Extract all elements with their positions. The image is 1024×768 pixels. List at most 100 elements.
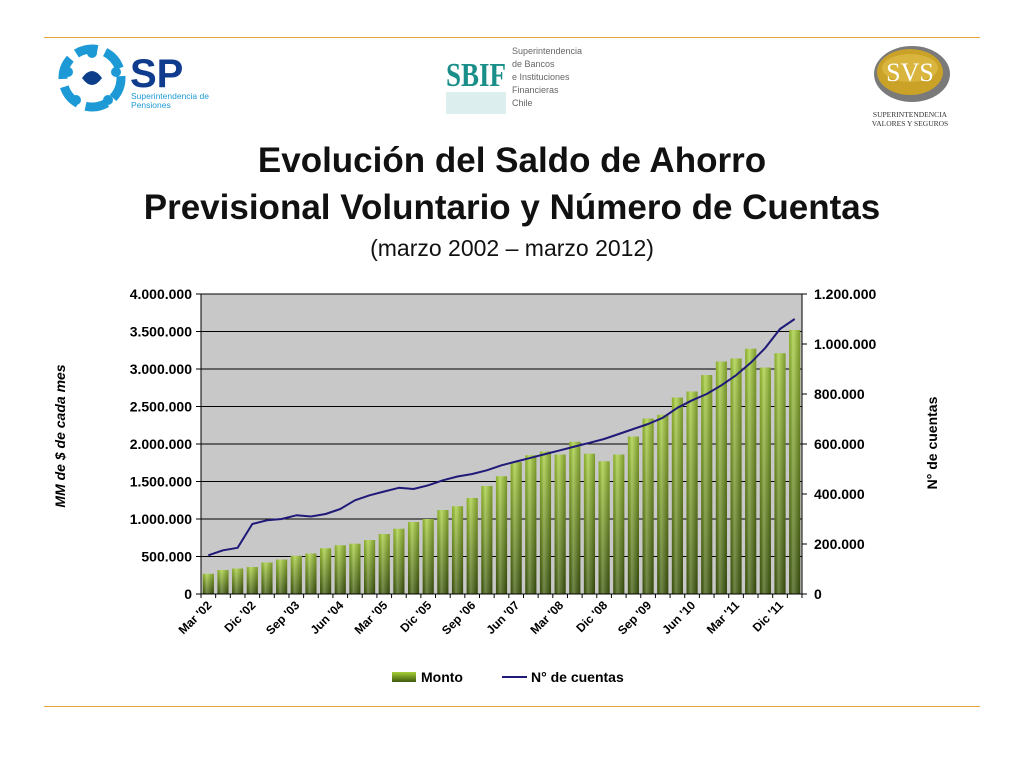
bar-monto-shade [276,559,288,594]
y2-tick-label: 1.000.000 [814,336,876,352]
legend-item-cuentas: N° de cuentas [502,669,624,685]
bar-monto-shade [232,568,244,594]
bar-monto-shade [349,543,361,594]
bar-monto-shade [657,414,669,594]
sbif-logo-line: Chile [512,98,533,108]
x-tick-label: Dic '05 [397,598,434,635]
bar-monto-shade [789,330,801,594]
legend-label-cuentas: N° de cuentas [531,669,624,685]
y-tick-label: 3.000.000 [130,361,192,377]
y-axis-label: MM de $ de cada mes [52,364,68,507]
bar-monto-shade [202,573,214,594]
bar-monto-shade [378,534,390,594]
y-tick-label: 500.000 [141,549,192,565]
bar-monto-shade [745,348,757,594]
sbif-logo-line: e Instituciones [512,72,570,82]
bar-monto-shade [730,358,742,594]
bar-monto-shade [510,462,522,594]
bar-monto-shade [759,367,771,594]
bar-monto-shade [393,528,405,594]
legend-item-monto: Monto [392,669,463,685]
sp-logo-mark: SP [130,52,183,96]
svs-logo-mark: SVS [886,58,934,87]
bar-monto-shade [598,461,610,594]
bar-monto-shade [613,454,625,594]
bar-monto-shade [774,353,786,594]
y2-tick-label: 1.200.000 [814,286,876,302]
y-tick-label: 2.000.000 [130,436,192,452]
x-tick-label: Dic '02 [222,598,259,635]
x-tick-label: Jun '07 [483,598,522,637]
bar-monto-shade [583,453,596,594]
bar-monto-shade [525,455,537,594]
y-tick-label: 0 [184,586,192,602]
sp-people-icon [58,44,126,112]
bar-monto-shade [320,548,332,594]
x-tick-label: Mar '02 [176,598,215,637]
bar-monto-shade [627,436,639,594]
y2-axis-label: N° de cuentas [924,396,940,489]
bar-monto-shade [334,545,346,594]
line-cuentas [207,318,796,557]
y-tick-label: 2.500.000 [130,399,192,415]
bar-monto-shade [437,510,449,594]
x-tick-label: Jun '04 [308,598,347,637]
y2-tick-label: 400.000 [814,486,865,502]
y-tick-label: 3.500.000 [130,324,192,340]
x-tick-label: Jun '10 [659,598,698,637]
svs-logo-line2: VALORES Y SEGUROS [872,119,948,128]
bar-monto-shade [554,454,566,594]
sp-logo-line2: Pensiones [131,100,171,110]
chart-title-line2: Previsional Voluntario y Número de Cuent… [143,188,881,227]
x-tick-label: Sep '03 [263,598,303,638]
y-tick-label: 4.000.000 [130,286,192,302]
sbif-logo-line: Superintendencia [512,46,582,56]
sbif-logo-line: de Bancos [512,59,555,69]
bar-monto-shade [539,451,552,594]
x-tick-label: Mar '05 [352,598,391,637]
chart-title-line1: Evolución del Saldo de Ahorro [257,141,767,180]
bar-monto-shade [671,397,683,594]
bar-monto-shade [422,519,434,594]
bar-monto-shade [481,486,493,594]
chart-subtitle: (marzo 2002 – marzo 2012) [370,235,654,261]
y2-tick-label: 0 [814,586,822,602]
bar-monto-shade [246,567,258,594]
bar-monto-shade [451,506,464,594]
bar-monto-shade [686,391,698,594]
sbif-logo-mark: SBIF [446,57,506,94]
x-tick-label: Sep '06 [439,598,479,638]
x-tick-label: Mar '11 [704,598,743,637]
y-tick-label: 1.500.000 [130,474,192,490]
bar-monto-shade [217,570,229,594]
sp-logo: SP Superintendencia de Pensiones [58,44,209,112]
bar-monto-shade [364,540,376,594]
bar-monto-shade [701,375,713,594]
top-divider [44,37,980,38]
sbif-logo: SBIF Superintendencia de Bancos e Instit… [446,46,582,114]
sp-logo-line1: Superintendencia de [131,91,209,101]
legend: Monto N° de cuentas [392,669,624,685]
x-tick-label: Dic '11 [750,598,787,635]
bar-monto-shade [569,441,581,594]
sbif-logo-line: Financieras [512,85,559,95]
bar-monto-shade [642,418,654,594]
bar-monto-shade [466,498,478,594]
x-tick-label: Dic '08 [573,598,610,635]
y-tick-label: 1.000.000 [130,511,192,527]
svs-logo-line1: SUPERINTENDENCIA [873,110,948,119]
y2-tick-label: 800.000 [814,386,865,402]
bar-monto-shade [715,361,727,594]
y2-tick-label: 200.000 [814,536,865,552]
legend-bar-swatch [392,672,416,682]
x-tick-label: Sep '09 [615,598,655,638]
bar-monto-shade [495,476,508,594]
bar-monto-shade [290,555,302,594]
svs-logo: SVS SUPERINTENDENCIA VALORES Y SEGUROS [872,46,950,128]
x-tick-label: Mar '08 [527,598,566,637]
bar-monto-shade [407,522,420,594]
bar-monto-shade [261,562,273,594]
legend-label-monto: Monto [421,669,463,685]
bar-monto-shade [305,553,317,594]
